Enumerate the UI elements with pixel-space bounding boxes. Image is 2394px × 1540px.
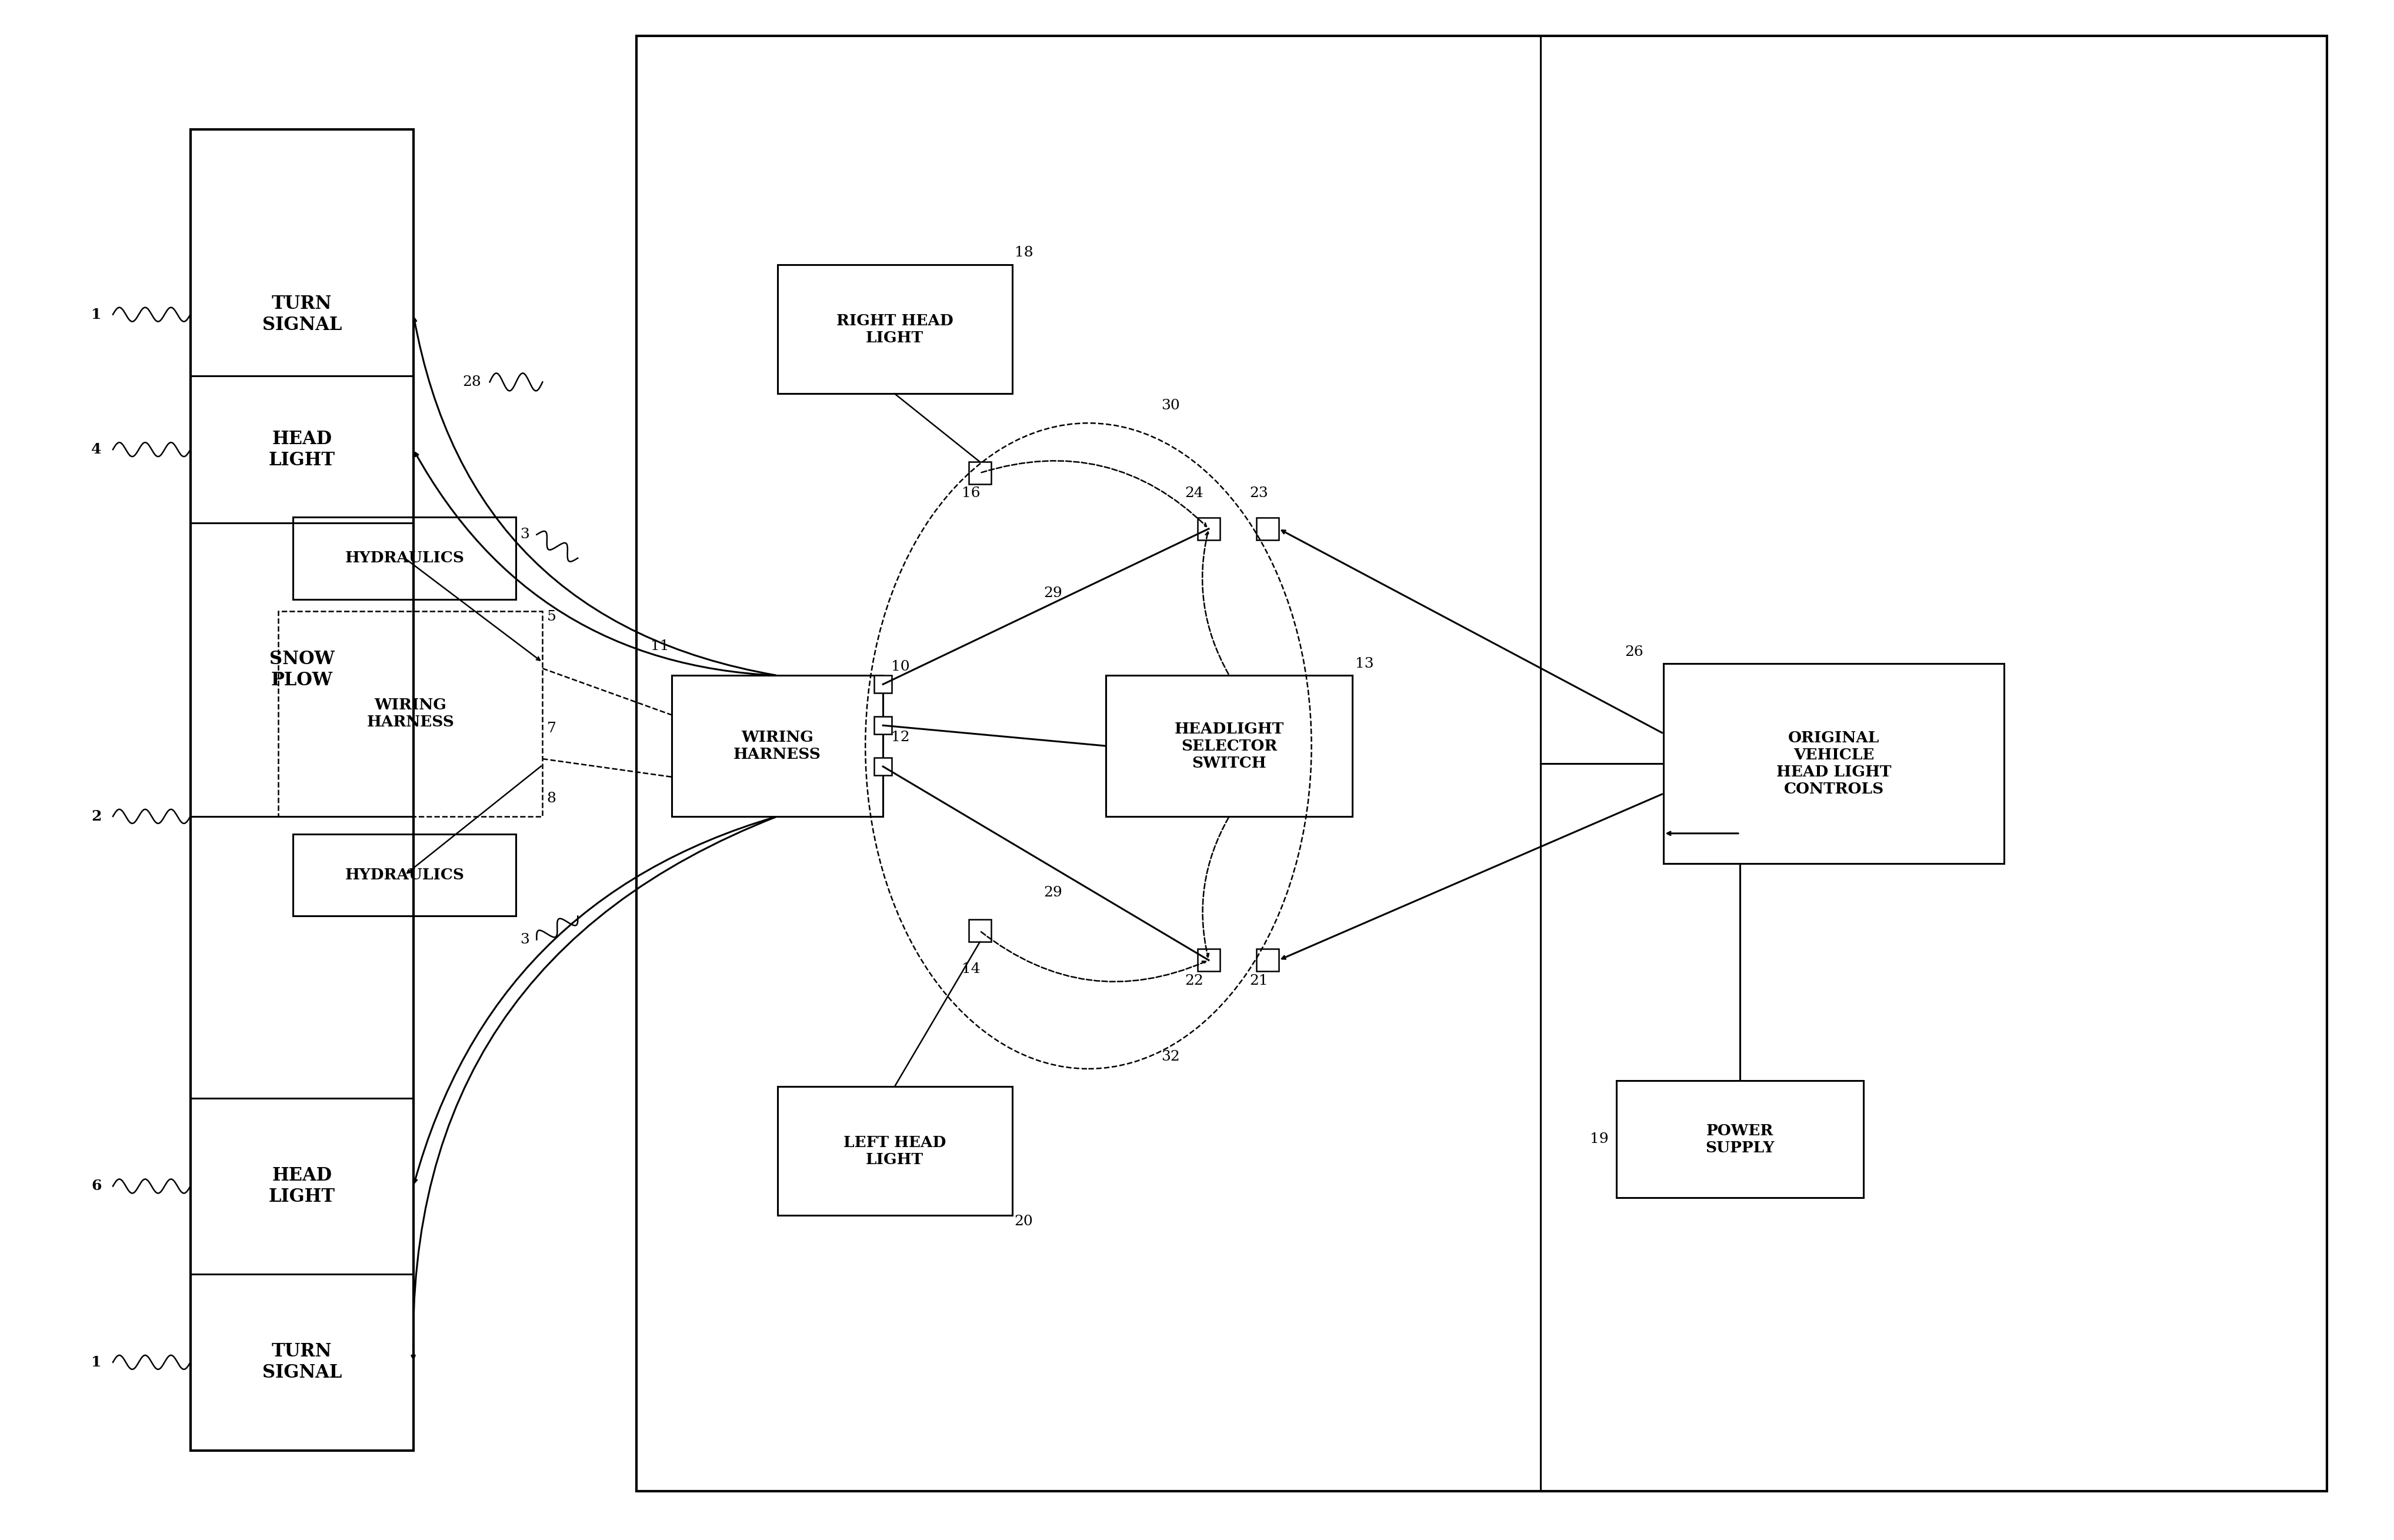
Text: 23: 23: [1250, 487, 1269, 501]
Text: 13: 13: [1355, 658, 1374, 670]
Text: 30: 30: [1161, 399, 1180, 413]
Text: 3: 3: [519, 528, 529, 542]
Bar: [1257, 517, 1278, 541]
Bar: [1106, 676, 1353, 816]
Bar: [970, 919, 991, 942]
Bar: [1616, 1081, 1863, 1198]
Text: HYDRAULICS: HYDRAULICS: [345, 551, 464, 565]
Text: TURN
SIGNAL: TURN SIGNAL: [261, 294, 342, 334]
Text: RIGHT HEAD
LIGHT: RIGHT HEAD LIGHT: [836, 313, 953, 345]
Text: 8: 8: [546, 792, 555, 805]
Text: 3: 3: [519, 933, 529, 947]
Text: TURN
SIGNAL: TURN SIGNAL: [261, 1343, 342, 1381]
Text: LEFT HEAD
LIGHT: LEFT HEAD LIGHT: [843, 1135, 946, 1167]
Bar: [673, 676, 883, 816]
Text: 6: 6: [91, 1180, 101, 1194]
Text: HEAD
LIGHT: HEAD LIGHT: [268, 1166, 335, 1206]
Text: 21: 21: [1250, 973, 1269, 987]
Text: 12: 12: [891, 730, 910, 744]
Text: 16: 16: [962, 487, 979, 501]
Text: 26: 26: [1626, 645, 1645, 659]
Text: 7: 7: [546, 722, 555, 735]
Text: HEADLIGHT
SELECTOR
SWITCH: HEADLIGHT SELECTOR SWITCH: [1175, 722, 1283, 770]
Text: 29: 29: [1044, 587, 1063, 601]
Text: HYDRAULICS: HYDRAULICS: [345, 867, 464, 882]
Bar: [637, 35, 2327, 1491]
Bar: [292, 835, 517, 916]
Text: POWER
SUPPLY: POWER SUPPLY: [1705, 1123, 1774, 1155]
Text: HEAD
LIGHT: HEAD LIGHT: [268, 430, 335, 470]
Text: WIRING
HARNESS: WIRING HARNESS: [366, 698, 455, 730]
Text: 32: 32: [1161, 1050, 1180, 1064]
Text: 1: 1: [91, 308, 101, 322]
Bar: [778, 265, 1013, 394]
Text: 4: 4: [91, 442, 101, 456]
Text: 14: 14: [962, 962, 979, 976]
Text: 24: 24: [1185, 487, 1204, 501]
Text: 10: 10: [891, 661, 910, 673]
Bar: [278, 611, 543, 816]
Text: SNOW
PLOW: SNOW PLOW: [268, 650, 335, 690]
Bar: [1664, 664, 2004, 864]
Bar: [874, 716, 893, 735]
Bar: [874, 676, 893, 693]
Bar: [1197, 949, 1221, 972]
Text: 5: 5: [546, 610, 555, 624]
Bar: [1197, 517, 1221, 541]
Text: 2: 2: [91, 810, 101, 824]
Text: 11: 11: [651, 639, 670, 653]
Text: 28: 28: [462, 376, 481, 388]
Text: 20: 20: [1015, 1215, 1034, 1229]
Text: 1: 1: [91, 1355, 101, 1369]
Bar: [1257, 949, 1278, 972]
Text: 29: 29: [1044, 886, 1063, 899]
Text: 19: 19: [1590, 1132, 1609, 1146]
Bar: [970, 462, 991, 484]
Bar: [778, 1086, 1013, 1215]
Text: WIRING
HARNESS: WIRING HARNESS: [733, 730, 821, 762]
Bar: [874, 758, 893, 775]
Text: 18: 18: [1015, 246, 1034, 260]
Bar: [192, 129, 414, 1451]
Text: ORIGINAL
VEHICLE
HEAD LIGHT
CONTROLS: ORIGINAL VEHICLE HEAD LIGHT CONTROLS: [1776, 730, 1891, 796]
Bar: [292, 517, 517, 599]
Text: 22: 22: [1185, 973, 1204, 987]
